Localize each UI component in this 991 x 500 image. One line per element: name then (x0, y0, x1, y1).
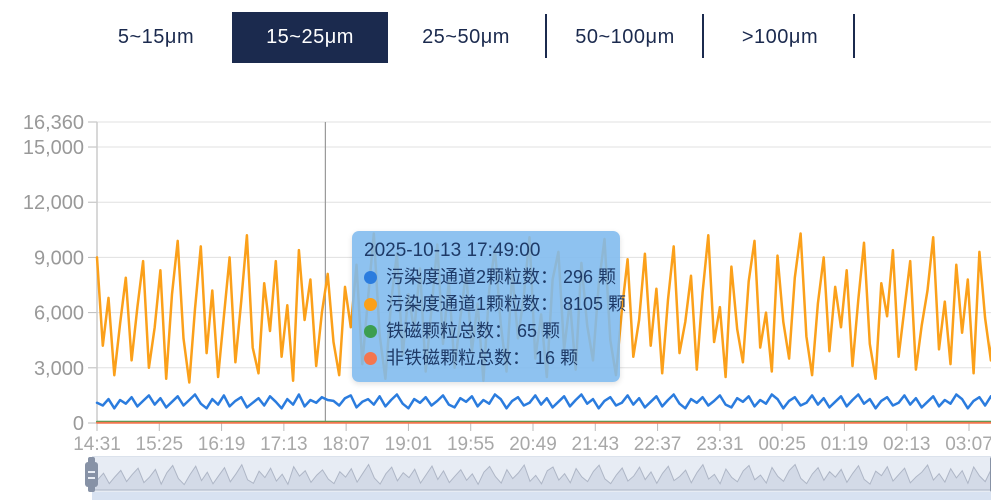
tooltip-timestamp: 2025-10-13 17:49:00 (364, 240, 541, 261)
tab-label: 50~100μm (575, 26, 675, 48)
tooltip-text: 污染度通道2颗粒数： 296 颗 (386, 267, 617, 287)
chart-tooltip: 2025-10-13 17:49:00 污染度通道2颗粒数： 296 颗 污染度… (352, 231, 626, 382)
x-axis-label: 22:37 (634, 434, 682, 455)
datazoom-slider[interactable] (85, 456, 991, 492)
y-axis-label: 15,000 (23, 137, 84, 159)
tab-label: 25~50μm (422, 26, 510, 48)
series-marker-nonferromagnetic (364, 352, 377, 365)
datazoom-preview-wave (92, 463, 991, 491)
y-axis-label: 3,000 (34, 358, 84, 380)
x-axis-label: 01:19 (821, 434, 869, 455)
tab-50-100um[interactable]: 50~100μm (558, 12, 692, 63)
x-axis-label: 00:25 (758, 434, 806, 455)
series-marker-channel1 (364, 298, 377, 311)
tab-25-50um[interactable]: 25~50μm (404, 12, 528, 63)
tooltip-text: 铁磁颗粒总数： 65 颗 (386, 321, 561, 341)
tab-gt-100um[interactable]: >100μm (722, 12, 838, 63)
x-axis-label: 23:31 (696, 434, 744, 455)
tab-divider (853, 14, 855, 58)
series-marker-ferromagnetic (364, 325, 377, 338)
tab-divider (545, 14, 547, 58)
tab-divider (702, 14, 704, 58)
y-axis-label: 16,360 (23, 112, 84, 134)
x-axis-label: 14:31 (73, 434, 121, 455)
datazoom-left-handle[interactable] (85, 462, 98, 487)
tab-label: 5~15μm (117, 26, 195, 48)
y-axis-label: 6,000 (34, 303, 84, 325)
y-axis-label: 12,000 (23, 192, 84, 214)
tab-label: >100μm (741, 26, 819, 48)
datazoom-bottom-strip (92, 492, 991, 500)
x-axis-label: 20:49 (509, 434, 557, 455)
x-axis-label: 03:07 (945, 434, 991, 455)
x-axis-label: 16:19 (198, 434, 246, 455)
series-marker-channel2 (364, 271, 377, 284)
x-axis-label: 21:43 (572, 434, 620, 455)
tooltip-row-channel1: 污染度通道1颗粒数： 8105 颗 (364, 291, 626, 318)
tab-5-15um[interactable]: 5~15μm (104, 12, 208, 63)
tab-label: 15~25μm (266, 26, 354, 48)
tooltip-row-nonferromagnetic: 非铁磁颗粒总数： 16 颗 (364, 345, 608, 372)
x-axis-label: 19:01 (385, 434, 433, 455)
series-line (95, 393, 991, 410)
y-axis-label: 0 (73, 413, 84, 435)
tooltip-text: 非铁磁颗粒总数： 16 颗 (386, 348, 579, 368)
y-axis-label: 9,000 (34, 247, 84, 269)
x-axis-label: 17:13 (260, 434, 308, 455)
tooltip-text: 污染度通道1颗粒数： 8105 颗 (386, 294, 627, 314)
tab-15-25um[interactable]: 15~25μm (232, 12, 388, 63)
tooltip-row-ferromagnetic: 铁磁颗粒总数： 65 颗 (364, 318, 608, 345)
tooltip-row-channel2: 污染度通道2颗粒数： 296 颗 (364, 264, 616, 291)
size-range-tabbar: 5~15μm 15~25μm 25~50μm 50~100μm >100μm (0, 0, 991, 75)
datazoom-wave-path (92, 463, 991, 491)
x-axis-label: 19:55 (447, 434, 495, 455)
x-axis-label: 15:25 (136, 434, 184, 455)
x-axis-label: 18:07 (322, 434, 370, 455)
x-axis-label: 02:13 (883, 434, 931, 455)
